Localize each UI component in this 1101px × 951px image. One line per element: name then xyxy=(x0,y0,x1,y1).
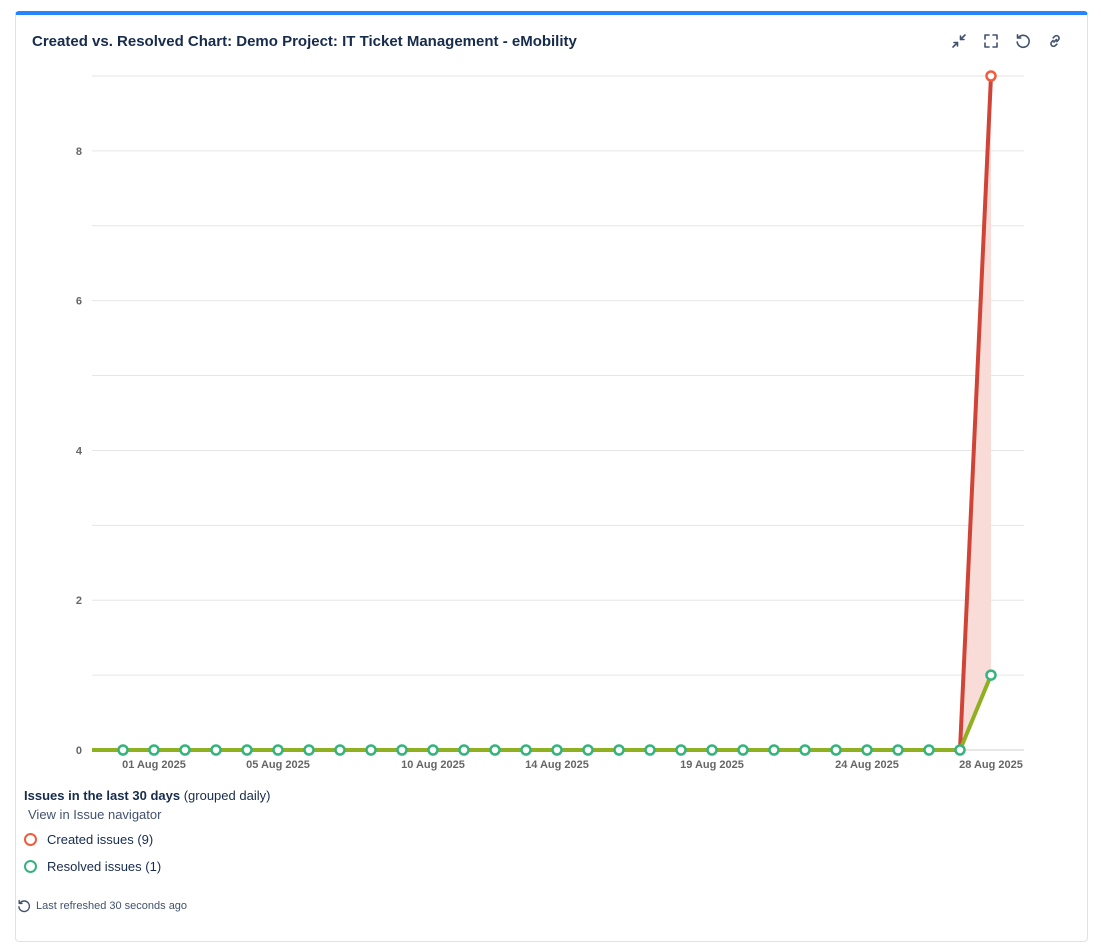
minimize-button[interactable] xyxy=(949,31,969,51)
x-tick-label: 10 Aug 2025 xyxy=(401,759,465,771)
x-axis-ticks: 01 Aug 2025 05 Aug 2025 10 Aug 2025 14 Aug … xyxy=(122,759,1023,771)
resolved-point xyxy=(954,744,966,756)
created-point xyxy=(985,70,997,82)
gadget-card: Created vs. Resolved Chart: Demo Project… xyxy=(15,11,1088,942)
chart-summary: Issues in the last 30 days (grouped dail… xyxy=(24,788,270,874)
y-tick-label: 6 xyxy=(76,296,82,308)
resolved-point xyxy=(117,744,129,756)
x-tick-label: 24 Aug 2025 xyxy=(835,759,899,771)
summary-heading-bold: Issues in the last 30 days xyxy=(24,788,181,803)
fullscreen-button[interactable] xyxy=(981,31,1001,51)
summary-heading-suffix: (grouped daily) xyxy=(183,788,271,803)
resolved-point xyxy=(582,744,594,756)
created-marker-icon xyxy=(24,833,37,846)
y-tick-label: 2 xyxy=(76,595,82,607)
view-in-issue-navigator-link[interactable]: View in Issue navigator xyxy=(28,807,162,822)
resolved-point xyxy=(396,744,408,756)
resolved-marker-icon xyxy=(24,860,37,873)
resolved-point xyxy=(210,744,222,756)
resolved-point xyxy=(520,744,532,756)
resolved-point xyxy=(458,744,470,756)
resolved-point xyxy=(985,669,997,681)
gadget-title: Created vs. Resolved Chart: Demo Project… xyxy=(32,33,577,50)
x-tick-label: 01 Aug 2025 xyxy=(122,759,186,771)
resolved-point xyxy=(799,744,811,756)
resolved-point xyxy=(241,744,253,756)
resolved-issues-line xyxy=(92,674,993,752)
created-vs-resolved-chart: 0 2 4 6 8 01 Aug 2025 05 Aug 2025 10 Aug 2025 1… xyxy=(76,70,1024,771)
legend-item-created[interactable]: Created issues (9) xyxy=(24,832,270,847)
chart-series-points xyxy=(117,70,997,756)
resolved-point xyxy=(334,744,346,756)
resolved-point xyxy=(675,744,687,756)
resolved-point xyxy=(365,744,377,756)
y-tick-label: 0 xyxy=(76,745,82,757)
legend-resolved-label: Resolved issues (1) xyxy=(47,859,162,874)
created-issues-line xyxy=(92,75,993,752)
refresh-icon xyxy=(1016,34,1030,49)
resolved-point xyxy=(830,744,842,756)
gadget-toolbar xyxy=(949,31,1065,51)
x-tick-label: 28 Aug 2025 xyxy=(959,759,1023,771)
resolved-point xyxy=(706,744,718,756)
difference-area xyxy=(92,76,991,750)
legend-item-resolved[interactable]: Resolved issues (1) xyxy=(24,859,270,874)
fullscreen-icon xyxy=(984,34,998,48)
y-tick-label: 4 xyxy=(76,445,83,457)
refresh-icon[interactable] xyxy=(17,899,31,913)
resolved-point xyxy=(303,744,315,756)
y-tick-label: 8 xyxy=(76,146,82,158)
resolved-point xyxy=(892,744,904,756)
x-tick-label: 05 Aug 2025 xyxy=(246,759,310,771)
link-icon xyxy=(1050,34,1060,48)
last-refreshed-text: Last refreshed 30 seconds ago xyxy=(36,900,188,912)
x-tick-label: 19 Aug 2025 xyxy=(680,759,744,771)
resolved-point xyxy=(613,744,625,756)
y-axis-ticks: 0 2 4 6 8 xyxy=(76,146,83,757)
x-tick-label: 14 Aug 2025 xyxy=(525,759,589,771)
resolved-point xyxy=(148,744,160,756)
legend-created-label: Created issues (9) xyxy=(47,832,154,847)
link-button[interactable] xyxy=(1045,31,1065,51)
resolved-point xyxy=(861,744,873,756)
refresh-button[interactable] xyxy=(1013,31,1033,51)
resolved-point xyxy=(737,744,749,756)
resolved-point xyxy=(427,744,439,756)
resolved-point xyxy=(551,744,563,756)
resolved-point xyxy=(272,744,284,756)
resolved-point xyxy=(923,744,935,756)
resolved-point xyxy=(489,744,501,756)
chart-series-lines xyxy=(92,75,993,752)
resolved-point xyxy=(644,744,656,756)
minimize-icon xyxy=(952,34,966,48)
resolved-point xyxy=(768,744,780,756)
last-refreshed: Last refreshed 30 seconds ago xyxy=(17,899,187,913)
summary-heading: Issues in the last 30 days (grouped dail… xyxy=(24,788,270,803)
chart-difference-area xyxy=(92,76,991,750)
resolved-point xyxy=(179,744,191,756)
chart-gridlines xyxy=(92,75,1024,751)
